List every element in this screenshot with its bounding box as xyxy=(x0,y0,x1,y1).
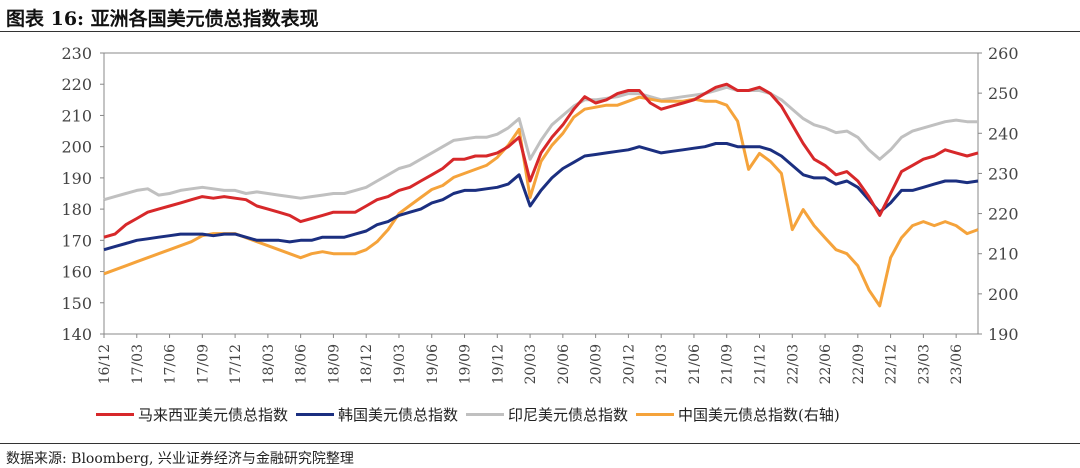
legend-swatch xyxy=(466,413,505,416)
x-tick-label: 18/03 xyxy=(261,344,277,384)
legend-item: 马来西亚美元债总指数 xyxy=(96,404,288,425)
x-tick-label: 18/12 xyxy=(359,344,375,384)
x-tick-label: 21/09 xyxy=(720,344,736,384)
x-tick-label: 16/12 xyxy=(97,344,113,384)
left-tick-label: 160 xyxy=(61,263,92,282)
legend-swatch xyxy=(636,413,675,416)
x-tick-label: 23/03 xyxy=(916,344,932,384)
x-tick-label: 20/12 xyxy=(621,344,637,384)
legend: 马来西亚美元债总指数 韩国美元债总指数 印尼美元债总指数 中国美元债总指数(右轴) xyxy=(96,404,848,425)
bottom-rule xyxy=(0,443,1080,444)
source-note: 数据来源: Bloomberg, 兴业证券经济与金融研究院整理 xyxy=(6,451,354,467)
right-tick-label: 230 xyxy=(988,164,1019,183)
x-tick-label: 19/03 xyxy=(392,344,408,384)
x-axis: 16/12 17/03 17/06 17/09 17/12 18/03 18/06 18/09… xyxy=(97,334,965,384)
x-tick-label: 17/12 xyxy=(228,344,244,384)
left-y-axis: 140 150 160 170 180 190 200 210 220 230 xyxy=(61,44,104,344)
legend-label: 马来西亚美元债总指数 xyxy=(138,406,289,424)
right-tick-label: 250 xyxy=(988,84,1019,103)
x-tick-label: 21/03 xyxy=(654,344,670,384)
x-tick-label: 22/09 xyxy=(851,344,867,384)
plot-area xyxy=(103,52,979,335)
x-tick-label: 23/06 xyxy=(949,344,965,384)
chart-title: 图表 16: 亚洲各国美元债总指数表现 xyxy=(6,8,319,30)
x-tick-label: 17/06 xyxy=(163,344,179,384)
legend-item: 中国美元债总指数(右轴) xyxy=(636,404,840,425)
x-tick-label: 19/09 xyxy=(458,344,474,384)
x-tick-label: 22/06 xyxy=(818,344,834,384)
x-tick-label: 22/03 xyxy=(785,344,801,384)
series-layer xyxy=(103,82,979,308)
x-tick-label: 22/12 xyxy=(884,344,900,384)
legend-item: 韩国美元债总指数 xyxy=(296,404,458,425)
left-tick-label: 140 xyxy=(61,325,92,344)
x-tick-label: 19/12 xyxy=(490,344,506,384)
top-rule xyxy=(0,31,1080,32)
x-tick-label: 21/06 xyxy=(687,344,703,384)
left-tick-label: 220 xyxy=(61,75,92,94)
right-tick-label: 190 xyxy=(988,325,1019,344)
left-tick-label: 210 xyxy=(61,106,92,125)
left-tick-label: 180 xyxy=(61,200,92,219)
x-tick-label: 20/03 xyxy=(523,344,539,384)
x-tick-label: 21/12 xyxy=(753,344,769,384)
plot-frame xyxy=(103,52,979,335)
x-tick-label: 18/06 xyxy=(294,344,310,384)
right-tick-label: 240 xyxy=(988,124,1019,143)
left-tick-label: 200 xyxy=(61,138,92,157)
x-tick-label: 20/09 xyxy=(589,344,605,384)
right-tick-label: 210 xyxy=(988,245,1019,264)
legend-swatch xyxy=(296,413,335,416)
line-chart: 140 150 160 170 180 190 200 210 220 230 190 200 210… xyxy=(61,44,1019,384)
right-y-axis: 190 200 210 220 230 240 250 260 xyxy=(978,44,1019,344)
x-tick-label: 18/09 xyxy=(326,344,342,384)
left-tick-label: 150 xyxy=(61,294,92,313)
series-line-1 xyxy=(103,142,979,252)
legend-label: 印尼美元债总指数 xyxy=(508,406,629,424)
x-tick-label: 20/06 xyxy=(556,344,572,384)
right-tick-label: 220 xyxy=(988,205,1019,224)
left-tick-label: 170 xyxy=(61,231,92,250)
series-line-3 xyxy=(103,95,979,308)
right-tick-label: 260 xyxy=(988,44,1019,63)
left-tick-label: 230 xyxy=(61,44,92,63)
x-tick-label: 19/06 xyxy=(425,344,441,384)
left-tick-label: 190 xyxy=(61,169,92,188)
legend-swatch xyxy=(96,413,134,416)
x-tick-label: 17/09 xyxy=(195,344,211,384)
legend-label: 韩国美元债总指数 xyxy=(338,406,459,424)
series-line-2 xyxy=(103,85,978,202)
legend-item: 印尼美元债总指数 xyxy=(466,404,628,425)
legend-label: 中国美元债总指数(右轴) xyxy=(678,406,840,424)
x-tick-label: 17/03 xyxy=(130,344,146,384)
right-tick-label: 200 xyxy=(988,285,1019,304)
series-line-0 xyxy=(103,82,979,239)
